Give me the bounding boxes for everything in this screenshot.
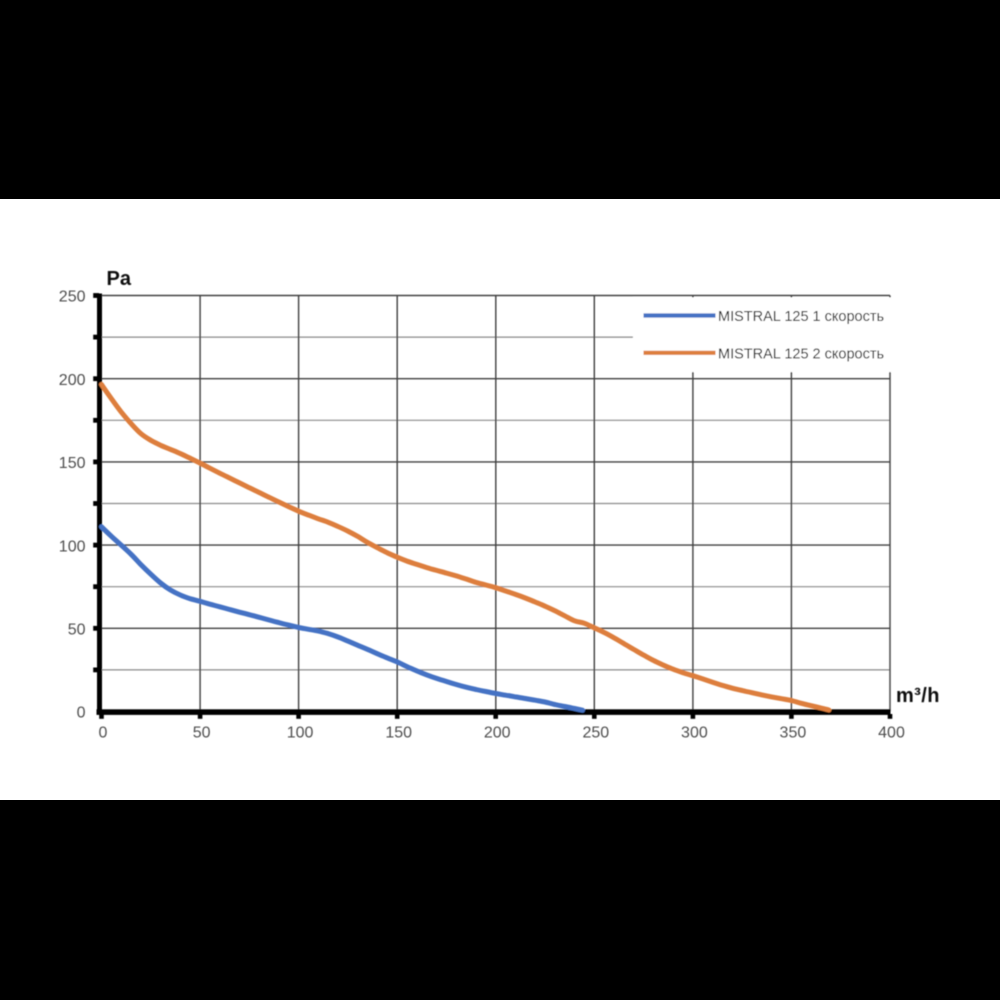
svg-text:400: 400 <box>878 725 905 742</box>
svg-text:50: 50 <box>193 725 211 742</box>
svg-text:MISTRAL 125 2 скорость: MISTRAL 125 2 скорость <box>718 346 884 362</box>
svg-text:350: 350 <box>780 725 807 742</box>
svg-text:300: 300 <box>681 725 708 742</box>
svg-text:100: 100 <box>59 538 86 555</box>
svg-text:250: 250 <box>582 725 609 742</box>
svg-text:0: 0 <box>77 705 86 722</box>
svg-text:250: 250 <box>59 289 86 306</box>
svg-text:0: 0 <box>99 725 108 742</box>
svg-text:m³/h: m³/h <box>896 685 940 707</box>
svg-text:200: 200 <box>484 725 511 742</box>
svg-text:Pa: Pa <box>107 268 132 290</box>
svg-text:150: 150 <box>385 725 412 742</box>
svg-text:50: 50 <box>68 622 86 639</box>
svg-text:200: 200 <box>59 372 86 389</box>
svg-text:MISTRAL 125 1 скорость: MISTRAL 125 1 скорость <box>718 309 884 325</box>
svg-text:100: 100 <box>287 725 314 742</box>
svg-text:150: 150 <box>59 455 86 472</box>
